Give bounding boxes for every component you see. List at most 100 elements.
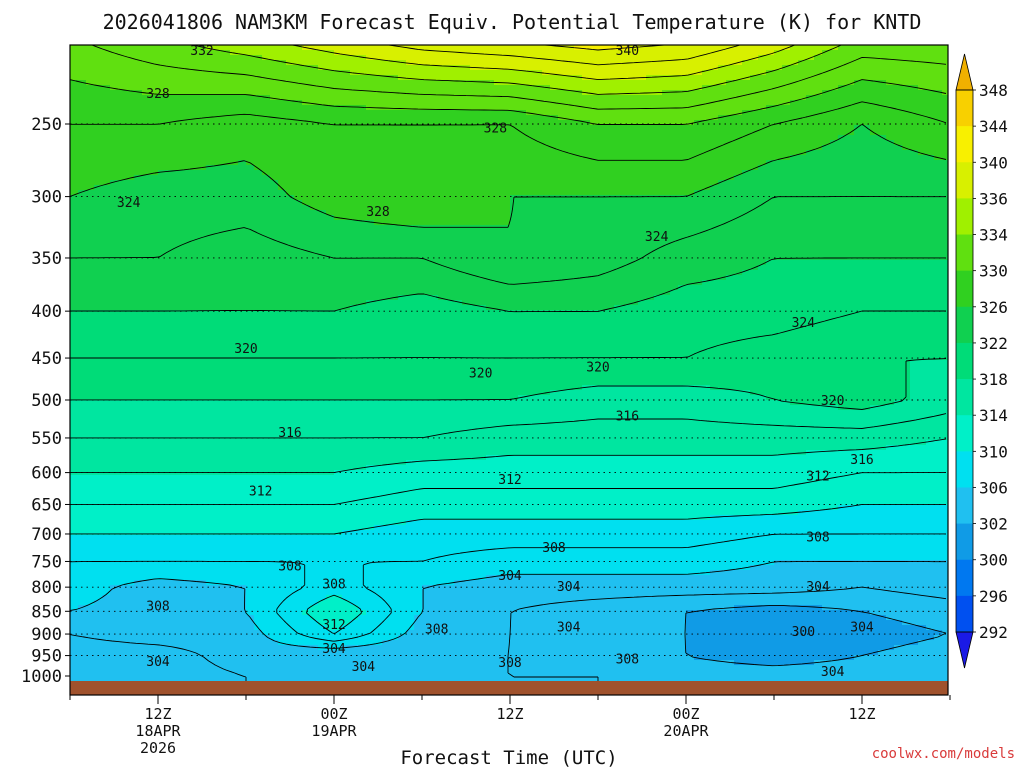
field-cell bbox=[430, 205, 439, 211]
field-cell bbox=[334, 185, 343, 191]
field-cell bbox=[830, 165, 839, 171]
field-cell bbox=[878, 70, 887, 76]
field-cell bbox=[190, 140, 199, 146]
field-cell bbox=[598, 115, 607, 121]
field-cell bbox=[422, 175, 431, 181]
field-cell bbox=[934, 260, 943, 266]
field-cell bbox=[382, 200, 391, 206]
field-cell bbox=[414, 80, 423, 86]
field-cell bbox=[734, 85, 743, 91]
field-cell bbox=[574, 195, 583, 201]
field-cell bbox=[566, 235, 575, 241]
field-cell bbox=[766, 105, 775, 111]
field-cell bbox=[438, 205, 447, 211]
field-cell bbox=[414, 65, 423, 71]
field-cell bbox=[118, 135, 127, 141]
field-cell bbox=[494, 195, 503, 201]
field-cell bbox=[390, 240, 399, 246]
field-cell bbox=[206, 225, 215, 231]
field-cell bbox=[438, 60, 447, 66]
field-cell bbox=[110, 250, 119, 256]
field-cell bbox=[558, 230, 567, 236]
field-cell bbox=[750, 80, 759, 86]
field-cell bbox=[366, 55, 375, 61]
field-cell bbox=[326, 180, 335, 186]
field-cell bbox=[510, 225, 519, 231]
field-cell bbox=[134, 90, 143, 96]
field-cell bbox=[118, 85, 127, 91]
field-cell bbox=[822, 265, 831, 271]
field-cell bbox=[566, 45, 575, 51]
field-cell bbox=[94, 80, 103, 86]
field-cell bbox=[542, 155, 551, 161]
field-cell bbox=[702, 225, 711, 231]
field-cell bbox=[558, 190, 567, 196]
field-cell bbox=[790, 70, 799, 76]
field-cell bbox=[822, 105, 831, 111]
field-cell bbox=[350, 260, 359, 266]
field-cell bbox=[574, 255, 583, 261]
field-cell bbox=[510, 145, 519, 151]
field-cell bbox=[566, 110, 575, 116]
field-cell bbox=[318, 265, 327, 271]
field-cell bbox=[374, 70, 383, 76]
field-cell bbox=[630, 225, 639, 231]
field-cell bbox=[358, 95, 367, 101]
field-cell bbox=[686, 60, 695, 66]
field-cell bbox=[166, 230, 175, 236]
field-cell bbox=[542, 235, 551, 241]
field-cell bbox=[150, 80, 159, 86]
field-cell bbox=[270, 245, 279, 251]
field-cell bbox=[590, 225, 599, 231]
field-cell bbox=[918, 210, 927, 216]
field-cell bbox=[462, 140, 471, 146]
field-cell bbox=[862, 60, 871, 66]
field-cell bbox=[910, 60, 919, 66]
field-cell bbox=[422, 245, 431, 251]
field-cell bbox=[110, 155, 119, 161]
field-cell bbox=[262, 60, 271, 66]
field-cell bbox=[262, 170, 271, 176]
field-cell bbox=[390, 70, 399, 76]
field-cell bbox=[422, 100, 431, 106]
field-cell bbox=[422, 115, 431, 121]
field-cell bbox=[798, 95, 807, 101]
field-cell bbox=[806, 220, 815, 226]
field-cell bbox=[582, 160, 591, 166]
field-cell bbox=[942, 245, 948, 251]
field-cell bbox=[918, 55, 927, 61]
field-cell bbox=[750, 185, 759, 191]
field-cell bbox=[854, 70, 863, 76]
field-cell bbox=[182, 55, 191, 61]
field-cell bbox=[606, 195, 615, 201]
field-cell bbox=[838, 140, 847, 146]
field-cell bbox=[422, 135, 431, 141]
field-cell bbox=[254, 160, 263, 166]
field-cell bbox=[638, 95, 647, 101]
field-cell bbox=[110, 65, 119, 71]
field-cell bbox=[694, 140, 703, 146]
field-cell bbox=[126, 100, 135, 106]
field-cell bbox=[582, 215, 591, 221]
field-cell bbox=[534, 160, 543, 166]
field-cell bbox=[142, 170, 151, 176]
field-cell bbox=[886, 140, 895, 146]
field-cell bbox=[838, 260, 847, 266]
field-cell bbox=[662, 190, 671, 196]
field-cell bbox=[926, 190, 935, 196]
field-cell bbox=[614, 180, 623, 186]
field-cell bbox=[294, 210, 303, 216]
field-cell bbox=[606, 115, 615, 121]
field-cell bbox=[70, 195, 79, 201]
field-cell bbox=[334, 195, 343, 201]
field-cell bbox=[542, 205, 551, 211]
field-cell bbox=[286, 60, 295, 66]
field-cell bbox=[718, 140, 727, 146]
field-cell bbox=[326, 265, 335, 271]
field-cell bbox=[222, 95, 231, 101]
field-cell bbox=[150, 160, 159, 166]
field-cell bbox=[182, 125, 191, 131]
field-cell bbox=[550, 90, 559, 96]
field-cell bbox=[94, 110, 103, 116]
field-cell bbox=[798, 185, 807, 191]
